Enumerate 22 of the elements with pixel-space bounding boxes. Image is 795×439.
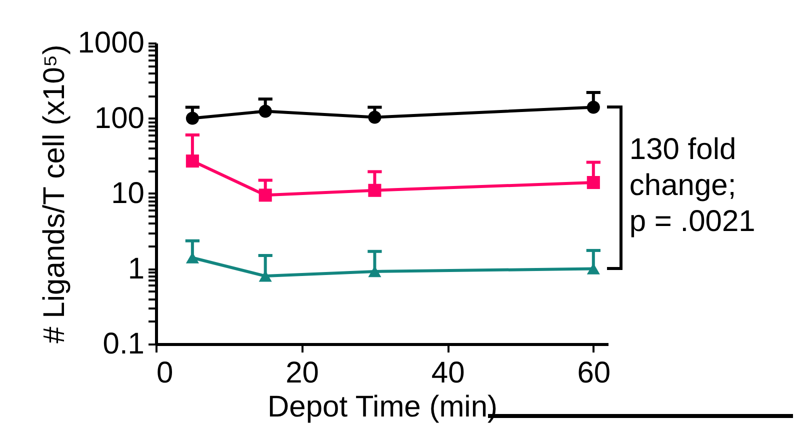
- point: [586, 263, 600, 274]
- point: [368, 184, 382, 197]
- point: [586, 100, 600, 114]
- x-tick-label: 60: [577, 356, 611, 390]
- x-tick-label: 0: [156, 356, 174, 390]
- y-tick-label: 1: [128, 252, 144, 286]
- y-axis-title: # Ligands/T cell (x10⁵): [38, 44, 71, 344]
- point: [258, 188, 272, 202]
- annotation: 130 fold change; p = .0021: [629, 132, 756, 240]
- y-tick-label: 100: [94, 102, 144, 135]
- x-axis-title: Depot Time (min): [267, 390, 498, 424]
- y-tick-label: 0.1: [102, 328, 144, 360]
- point: [368, 110, 382, 124]
- point: [186, 252, 199, 264]
- x-tick-label: 20: [286, 356, 319, 390]
- point: [258, 104, 272, 118]
- point: [186, 154, 199, 168]
- point: [186, 112, 199, 125]
- y-tick-label: 10: [111, 177, 144, 210]
- point: [586, 176, 600, 190]
- y-tick-label: 1000: [78, 26, 144, 60]
- x-tick-label: 40: [431, 356, 465, 390]
